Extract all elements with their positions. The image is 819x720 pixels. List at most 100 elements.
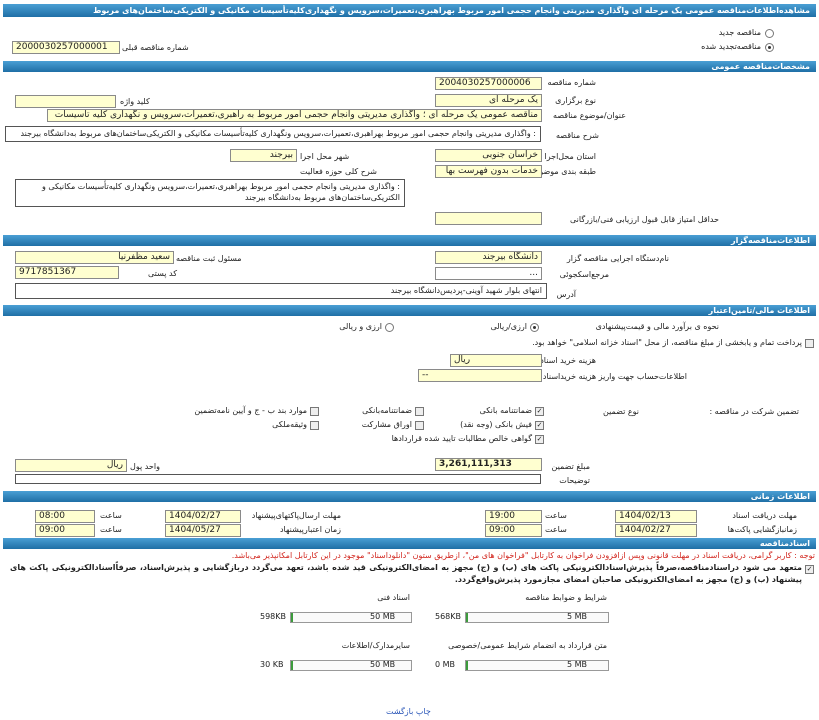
label: حداقل امتیاز قابل قبول ارزیابی فنی/بازرگ… <box>570 215 719 224</box>
label: 568KB <box>435 612 462 621</box>
label: استان محل‌اجرا <box>544 152 596 161</box>
label: 50 MB <box>370 660 396 669</box>
section-header: اسنادمناقصه <box>3 538 816 549</box>
page-title: مشاهده‌اطلاعات‌مناقصه عمومی یک مرحله ای … <box>3 4 816 17</box>
field: دانشگاه بیرجند <box>435 251 542 264</box>
label: کد پستی <box>148 269 177 278</box>
field: 1404/02/27 <box>165 510 241 523</box>
section-header: مشخصات‌مناقصه عمومی <box>3 61 816 72</box>
field: ... <box>435 267 542 280</box>
label: شرح کلی حوزه فعالیت <box>300 167 377 176</box>
checkbox[interactable]: ✓ <box>535 421 544 430</box>
field: 09:00 <box>485 524 542 537</box>
label: 30 KB <box>260 660 284 669</box>
label: شرایط و ضوابط مناقصه <box>525 593 607 602</box>
radio[interactable] <box>765 43 774 52</box>
label: اوراق مشارکت <box>361 420 412 429</box>
label: مهلت ارسال‌پاکتهای‌پیشنهاد <box>251 511 341 520</box>
label: هزینه خرید اسناد <box>540 356 596 365</box>
text-box <box>15 474 541 484</box>
label: متن قرارداد به انضمام شرایط عمومی/خصوصی <box>448 641 607 650</box>
label: مبلغ تضمین <box>551 462 590 471</box>
label: 0 MB <box>435 660 456 669</box>
progress-bar <box>465 660 609 671</box>
label: 5 MB <box>567 660 588 669</box>
label: فیش بانکی (وجه نقد) <box>460 420 532 429</box>
label: سایرمدارک/اطلاعات <box>341 641 410 650</box>
progress-fill <box>466 613 468 622</box>
progress-bar <box>290 612 412 623</box>
label: مناقصه جدید <box>718 28 761 37</box>
footer-links: چاپ بازگشت <box>386 706 431 718</box>
label: زمان اعتبارپیشنهاد <box>279 525 341 534</box>
label: توضیحات <box>559 476 590 485</box>
label: عنوان/موضوع مناقصه <box>553 111 626 120</box>
label: آدرس <box>556 290 576 299</box>
progress-bar <box>290 660 412 671</box>
checkbox[interactable]: ✓ <box>805 565 814 574</box>
section-header: اطلاعات مالی/تامین‌اعتبار <box>3 305 816 316</box>
field: یک مرحله ای <box>435 94 542 107</box>
field: خدمات بدون فهرست بها <box>435 165 542 178</box>
field: 08:00 <box>35 510 95 523</box>
section-header: اطلاعات‌مناقصه‌گزار <box>3 235 816 246</box>
checkbox[interactable]: ✓ <box>535 435 544 444</box>
label: ضمانتنامه بانکی <box>479 406 532 415</box>
label: ارزی/ریالی <box>490 322 527 331</box>
label: 5 MB <box>567 612 588 621</box>
field: مناقصه عمومی یک مرحله ای ؛ واگذاری مدیری… <box>47 109 542 122</box>
field: 1404/02/27 <box>615 524 697 537</box>
progress-bar <box>465 612 609 623</box>
field: ریال <box>450 354 542 367</box>
field <box>15 95 116 108</box>
label: ساعت <box>545 511 567 520</box>
text-box: انتهای بلوار شهید آوینی-پردیس‌دانشگاه بی… <box>15 283 547 299</box>
field: 1404/05/27 <box>165 524 241 537</box>
label: نحوه ی برآورد مالی و قیمت‌پیشنهادی <box>595 322 719 331</box>
checkbox[interactable] <box>415 407 424 416</box>
field: 3,261,111,313 <box>435 458 542 471</box>
field: 19:00 <box>485 510 542 523</box>
label: 50 MB <box>370 612 396 621</box>
label: شهر محل اجرا <box>300 152 350 161</box>
field: -- <box>418 369 542 382</box>
checkbox[interactable]: ✓ <box>535 407 544 416</box>
field: ریال <box>15 459 127 472</box>
label: مرجع‌اسکجوئی <box>559 270 609 279</box>
checkbox[interactable] <box>805 339 814 348</box>
label: طبقه بندی موضوعی <box>527 167 596 176</box>
label: کلید واژه <box>120 97 150 106</box>
label: شرح مناقصه <box>555 131 599 140</box>
checkbox[interactable] <box>310 407 319 416</box>
label: تضمین شرکت در مناقصه : <box>709 407 799 416</box>
text-box: : واگذاری مدیریتی وانجام حجمی امور مربوط… <box>5 126 541 142</box>
section-header: اطلاعات زمانی <box>3 491 816 502</box>
label: پرداخت تمام و یابخشی از مبلغ مناقصه، از … <box>532 338 802 347</box>
checkbox[interactable] <box>415 421 424 430</box>
checkbox[interactable] <box>310 421 319 430</box>
field: 09:00 <box>35 524 95 537</box>
label: نوع برگزاری <box>555 96 596 105</box>
label: واحد پول <box>130 462 160 471</box>
label: وثیقه‌ملکی <box>272 420 307 429</box>
field: خراسان جنوبی <box>435 149 542 162</box>
progress-fill <box>291 661 293 670</box>
field: 2000030257000001 <box>12 41 120 54</box>
commitment: متعهد می شود دراسناد‌مناقصه،صرفاً پذیرش‌… <box>10 563 802 584</box>
link[interactable]: چاپ <box>415 707 431 716</box>
link[interactable]: بازگشت <box>386 707 414 716</box>
progress-fill <box>291 613 293 622</box>
label: اطلاعات‌حساب جهت واریز هزینه خریداسناد <box>542 372 687 381</box>
field <box>435 212 542 225</box>
label: شماره مناقصه قبلی <box>122 43 189 52</box>
field: سعید مظفرنیا <box>15 251 174 264</box>
label: 598KB <box>260 612 287 621</box>
radio[interactable] <box>765 29 774 38</box>
label: ساعت <box>100 525 122 534</box>
radio[interactable] <box>530 323 539 332</box>
field: 1404/02/13 <box>615 510 697 523</box>
label: مسئول ثبت مناقصه <box>176 254 242 263</box>
field: 2004030257000006 <box>435 77 542 90</box>
label: نوع تضمین <box>603 407 639 416</box>
radio[interactable] <box>385 323 394 332</box>
